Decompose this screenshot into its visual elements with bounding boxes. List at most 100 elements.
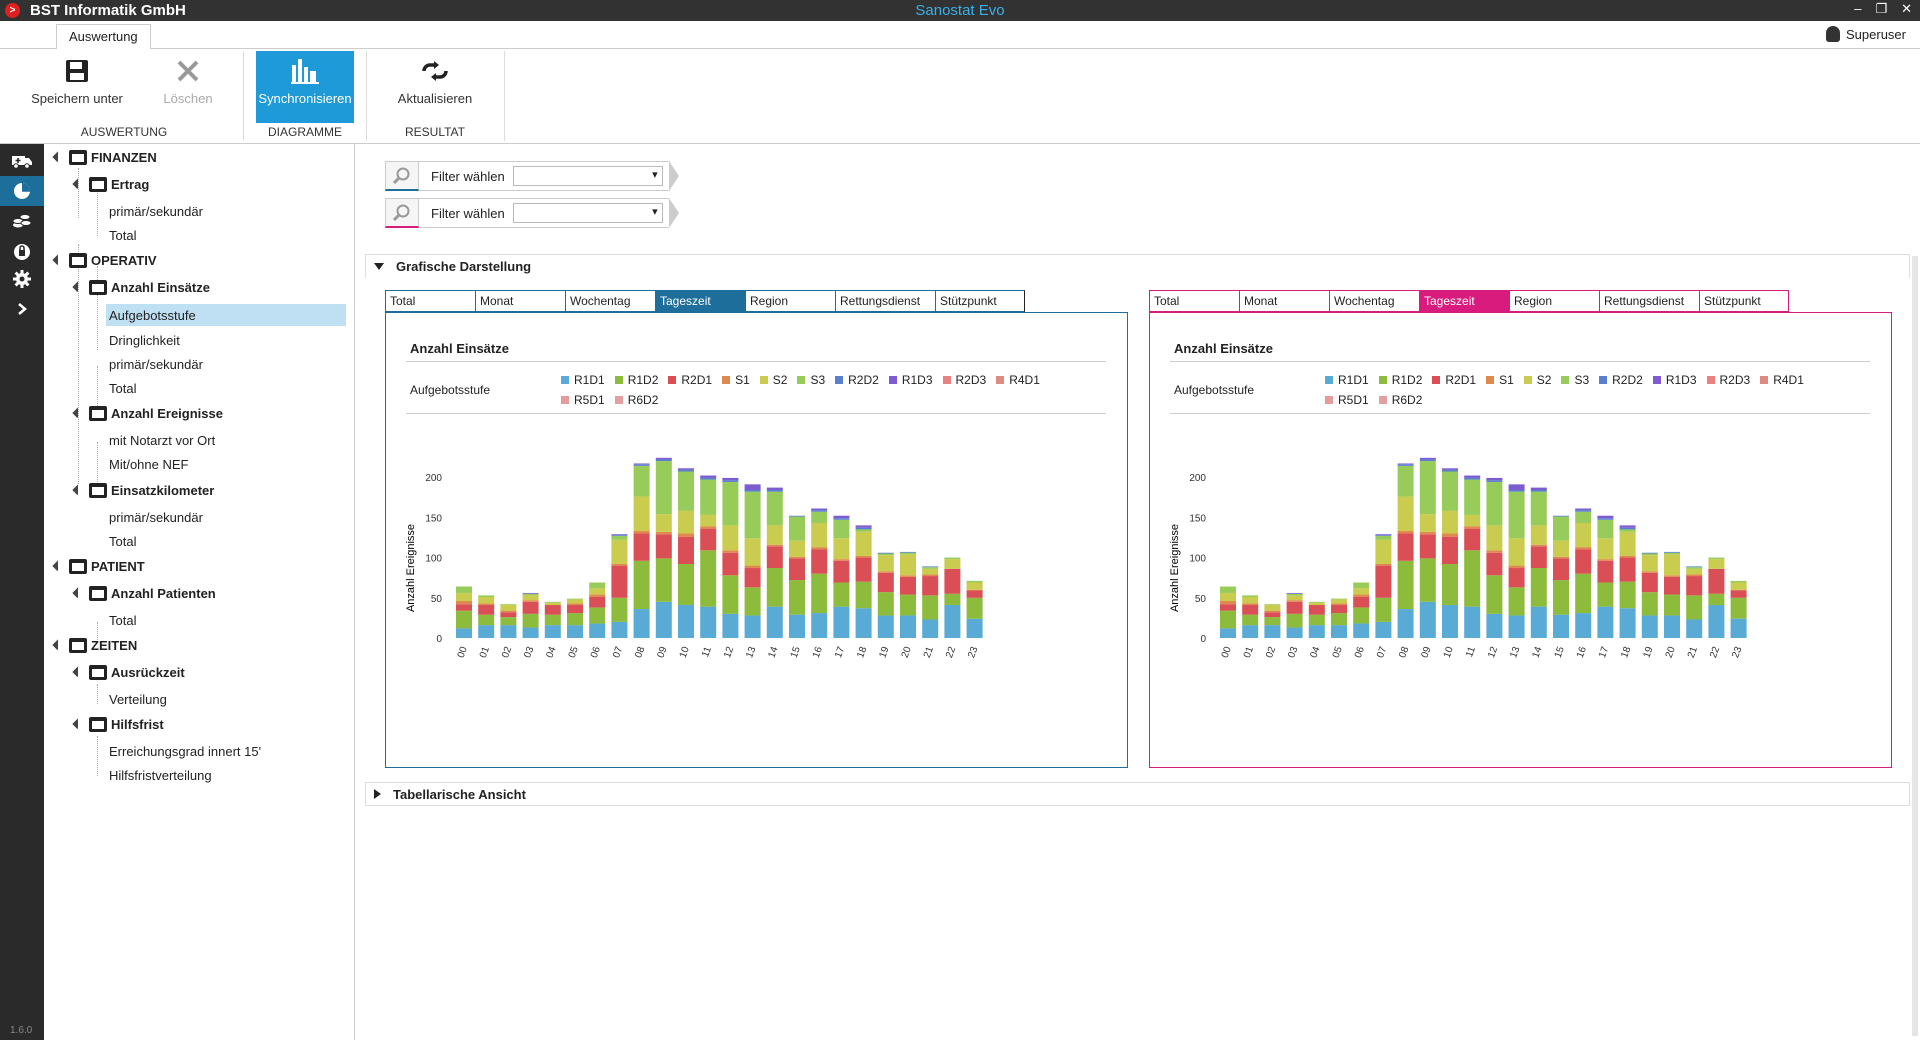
bar-segment-s3[interactable] <box>1730 580 1747 583</box>
tab-stützpunkt[interactable]: Stützpunkt <box>1699 290 1789 312</box>
tab-total[interactable]: Total <box>1149 290 1239 312</box>
bar-segment-r1d1[interactable] <box>1464 606 1481 638</box>
bar-segment-s1[interactable] <box>1286 600 1303 602</box>
bar-segment-r1d2[interactable] <box>1286 613 1303 628</box>
bar-segment-s3[interactable] <box>522 593 539 596</box>
bar-segment-s3[interactable] <box>1442 471 1458 511</box>
bar-segment-r2d2[interactable] <box>855 527 872 530</box>
tree-node-operativ[interactable]: OPERATIV <box>52 249 157 271</box>
tab-total[interactable]: Total <box>385 290 475 312</box>
bar-segment-r1d1[interactable] <box>766 606 783 638</box>
close-icon[interactable]: ✕ <box>1901 1 1912 16</box>
bar-segment-s1[interactable] <box>700 526 717 529</box>
bar-segment-s1[interactable] <box>1242 603 1259 606</box>
bar-segment-s1[interactable] <box>1553 556 1569 559</box>
bar-segment-s1[interactable] <box>1508 565 1525 569</box>
bar-segment-r1d2[interactable] <box>611 597 628 622</box>
bar-segment-r2d1[interactable] <box>633 533 650 561</box>
bar-segment-r1d2[interactable] <box>522 613 539 628</box>
bar-segment-r1d2[interactable] <box>1508 587 1525 616</box>
legend-item[interactable]: R2D3 <box>942 370 986 390</box>
bar-segment-s3[interactable] <box>1597 519 1614 539</box>
bar-segment-r1d1[interactable] <box>855 608 872 638</box>
bar-segment-r2d2[interactable] <box>1397 464 1414 466</box>
bar-segment-r2d1[interactable] <box>722 552 739 576</box>
bar-segment-r2d1[interactable] <box>966 590 983 598</box>
bar-segment-s1[interactable] <box>855 555 872 558</box>
bar-segment-r1d2[interactable] <box>478 614 495 626</box>
bar-segment-s1[interactable] <box>1664 575 1680 577</box>
bar-segment-r2d1[interactable] <box>766 546 783 569</box>
bar-segment-s3[interactable] <box>1331 598 1347 600</box>
bar-segment-r1d2[interactable] <box>722 575 739 614</box>
filter-select[interactable] <box>512 166 663 186</box>
tree-node-finanzen[interactable]: FINANZEN <box>52 146 157 168</box>
bar-segment-r2d2[interactable] <box>1530 490 1547 492</box>
bar-segment-s3[interactable] <box>1419 461 1436 515</box>
nav-ambulance[interactable] <box>0 146 44 176</box>
bar-segment-s3[interactable] <box>1375 535 1392 540</box>
bar-segment-r1d2[interactable] <box>1375 597 1392 622</box>
bar-segment-r1d1[interactable] <box>1619 608 1636 638</box>
bar-segment-r2d1[interactable] <box>1242 605 1259 615</box>
bar-segment-r1d1[interactable] <box>1286 627 1303 638</box>
bar-segment-s2[interactable] <box>1375 539 1392 564</box>
bar-segment-r1d2[interactable] <box>1686 595 1703 620</box>
bar-segment-s1[interactable] <box>877 571 894 573</box>
bar-segment-s3[interactable] <box>1220 586 1236 593</box>
bar-segment-s2[interactable] <box>678 510 694 534</box>
bar-segment-r1d3[interactable] <box>1619 525 1636 528</box>
bar-segment-r1d1[interactable] <box>456 628 472 638</box>
bar-segment-r1d1[interactable] <box>1308 625 1325 638</box>
bar-segment-s1[interactable] <box>766 544 783 547</box>
bar-segment-r2d2[interactable] <box>1419 459 1436 462</box>
bar-segment-r2d2[interactable] <box>633 464 650 466</box>
bar-segment-r1d3[interactable] <box>1419 457 1436 460</box>
legend-item[interactable]: R4D1 <box>996 370 1040 390</box>
vertical-scrollbar[interactable] <box>1912 256 1918 1036</box>
bar-segment-r1d1[interactable] <box>1353 623 1370 638</box>
bar-segment-s2[interactable] <box>1419 514 1436 532</box>
nav-security[interactable] <box>0 236 44 266</box>
bar-segment-s2[interactable] <box>877 555 894 572</box>
bar-segment-s2[interactable] <box>611 539 628 564</box>
bar-segment-r1d2[interactable] <box>1664 594 1680 616</box>
bar-segment-r2d1[interactable] <box>655 534 672 559</box>
bar-segment-r1d1[interactable] <box>1264 625 1281 638</box>
bar-segment-r1d1[interactable] <box>478 625 495 638</box>
bar-segment-r1d3[interactable] <box>1375 534 1392 536</box>
bar-segment-r1d3[interactable] <box>811 508 828 511</box>
tree-node-patient[interactable]: PATIENT <box>52 555 145 577</box>
bar-segment-s1[interactable] <box>1419 531 1436 535</box>
bar-segment-r2d1[interactable] <box>1619 557 1636 582</box>
bar-segment-s3[interactable] <box>1708 557 1725 560</box>
nav-statistics[interactable] <box>0 176 44 206</box>
legend-item[interactable]: R6D2 <box>1378 390 1422 410</box>
bar-segment-r1d2[interactable] <box>589 607 606 624</box>
bar-segment-r2d1[interactable] <box>833 560 850 583</box>
bar-segment-s3[interactable] <box>700 479 717 515</box>
tree-item-hilfsfristverteilung[interactable]: Hilfsfristverteilung <box>109 767 212 783</box>
filter-select[interactable] <box>512 203 663 223</box>
bar-segment-r1d1[interactable] <box>1730 618 1747 638</box>
bar-segment-r1d1[interactable] <box>1331 625 1347 638</box>
bar-segment-r1d2[interactable] <box>1353 607 1370 624</box>
legend-item[interactable]: S3 <box>797 370 825 390</box>
bar-segment-s2[interactable] <box>1220 592 1236 601</box>
bar-segment-s3[interactable] <box>744 491 761 539</box>
bar-segment-r2d1[interactable] <box>478 605 495 615</box>
bar-segment-s2[interactable] <box>1442 510 1458 534</box>
bar-segment-r1d3[interactable] <box>855 525 872 528</box>
bar-segment-s3[interactable] <box>811 511 828 523</box>
filter-search-button[interactable] <box>385 198 419 228</box>
bar-segment-r2d2[interactable] <box>833 518 850 520</box>
bar-segment-r1d3[interactable] <box>611 534 628 536</box>
bar-segment-s1[interactable] <box>789 556 805 559</box>
minimize-icon[interactable]: – <box>1854 1 1862 16</box>
legend-item[interactable]: R1D2 <box>1378 370 1422 390</box>
tree-item-dringlichkeit[interactable]: Dringlichkeit <box>109 332 180 348</box>
bar-segment-r1d2[interactable] <box>1730 597 1747 619</box>
legend-item[interactable]: S1 <box>722 370 750 390</box>
legend-item[interactable]: R5D1 <box>561 390 605 410</box>
bar-segment-r1d1[interactable] <box>633 609 650 638</box>
